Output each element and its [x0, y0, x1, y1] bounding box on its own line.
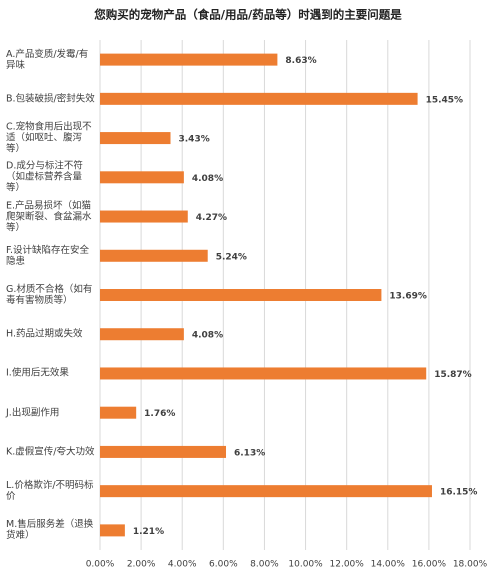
y-tick-label: L.价格欺诈/不明码标价: [6, 480, 94, 503]
bar: [100, 485, 432, 498]
x-tick-label: 14.00%: [371, 560, 406, 570]
y-tick-label: M.售后服务差（退换货难）: [6, 519, 94, 542]
y-tick-label: F.设计缺陷存在安全隐患: [6, 244, 89, 267]
y-tick-label: I.使用后无效果: [6, 367, 69, 379]
bar: [100, 249, 208, 262]
chart-title: 您购买的宠物产品（食品/用品/药品等）时遇到的主要问题是: [94, 8, 402, 22]
data-label: 15.87%: [434, 370, 472, 380]
x-tick-label: 18.00%: [453, 560, 488, 570]
y-tick-label: E.产品易损坏（如猫爬架断裂、食盆漏水等）: [6, 200, 92, 234]
data-label: 4.08%: [192, 331, 223, 341]
bar: [100, 171, 184, 184]
data-label: 1.21%: [133, 527, 164, 537]
bar: [100, 53, 278, 66]
bar: [100, 367, 427, 380]
x-tick-label: 12.00%: [330, 560, 365, 570]
bar: [100, 445, 227, 458]
x-tick-label: 2.00%: [127, 560, 156, 570]
y-tick-label: G.材质不合格（如有毒有害物质等）: [6, 284, 93, 306]
data-label: 13.69%: [389, 292, 427, 302]
data-label: 5.24%: [216, 252, 247, 262]
data-label: 4.27%: [196, 213, 227, 223]
y-tick-label: H.药品过期或失效: [6, 328, 83, 340]
y-tick-label: D.成分与标注不符（如虚标营养含量等）: [6, 160, 83, 194]
bar: [100, 289, 382, 301]
data-label: 16.15%: [440, 488, 478, 498]
y-tick-label: K.虚假宣传/夸大功效: [6, 446, 95, 458]
bar: [100, 524, 125, 537]
data-label: 4.08%: [192, 174, 223, 184]
x-tick-label: 10.00%: [288, 560, 323, 570]
y-tick-label: B.包装破损/密封失效: [6, 93, 95, 105]
bar: [100, 132, 171, 145]
data-label: 1.76%: [144, 409, 175, 419]
data-label: 15.45%: [426, 95, 464, 105]
bar: [100, 328, 184, 341]
bar: [100, 406, 137, 419]
x-tick-label: 0.00%: [86, 560, 115, 570]
data-label: 3.43%: [179, 135, 210, 145]
x-tick-label: 6.00%: [209, 560, 238, 570]
y-tick-label: J.出现副作用: [6, 407, 60, 419]
x-tick-label: 8.00%: [250, 560, 279, 570]
data-label: 6.13%: [234, 448, 265, 458]
x-tick-label: 4.00%: [168, 560, 197, 570]
bar: [100, 92, 418, 105]
y-tick-label: A.产品变质/发霉/有异味: [6, 48, 89, 71]
y-tick-label: C.宠物食用后出现不适（如呕吐、腹泻等）: [6, 121, 92, 155]
data-label: 8.63%: [285, 56, 316, 66]
x-tick-label: 16.00%: [412, 560, 447, 570]
bar: [100, 210, 188, 223]
